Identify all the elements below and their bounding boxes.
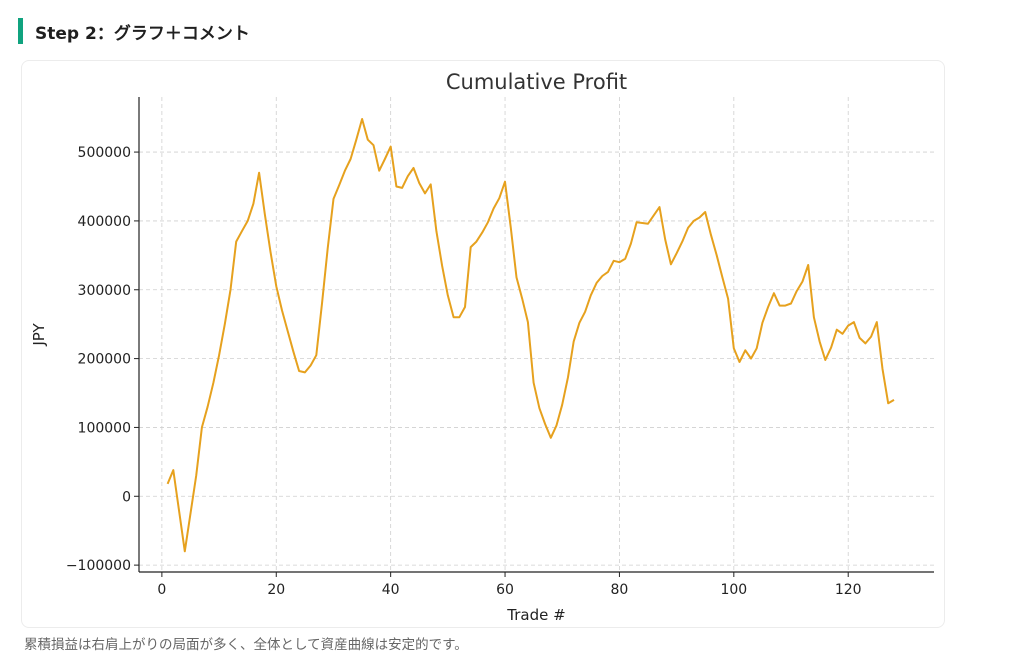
heading-text: Step 2：グラフ＋コメント xyxy=(35,23,250,44)
y-axis-label: JPY xyxy=(30,323,48,347)
series-line xyxy=(166,118,895,553)
x-tick-label: 60 xyxy=(496,582,514,598)
x-tick-label: 0 xyxy=(157,582,166,598)
y-tick-label: −100000 xyxy=(66,558,131,574)
cumulative-profit-chart: 0 20 40 60 80 100 120 −100000 0 100000 200000 30000… xyxy=(30,70,934,624)
x-tick-label: 100 xyxy=(720,582,747,598)
chart-title: Cumulative Profit xyxy=(446,70,627,94)
x-tick-label: 120 xyxy=(835,582,862,598)
x-axis-label: Trade # xyxy=(506,606,565,624)
heading-accent-bar xyxy=(18,18,23,44)
x-tick-label: 40 xyxy=(382,582,400,598)
y-tick-label: 0 xyxy=(122,489,131,505)
y-tick-label: 400000 xyxy=(78,214,131,230)
y-tick-label: 100000 xyxy=(78,420,131,436)
chart-caption: 累積損益は右肩上がりの局面が多く、全体として資産曲線は安定的です。 xyxy=(24,637,468,653)
y-tick-label: 200000 xyxy=(78,352,131,368)
section-heading: Step 2：グラフ＋コメント xyxy=(18,17,250,45)
y-tick-label: 300000 xyxy=(78,283,131,299)
chart-card: 0 20 40 60 80 100 120 −100000 0 100000 200000 30000… xyxy=(21,60,945,628)
x-tick-label: 80 xyxy=(611,582,629,598)
x-tick-label: 20 xyxy=(267,582,285,598)
y-tick-label: 500000 xyxy=(78,145,131,161)
